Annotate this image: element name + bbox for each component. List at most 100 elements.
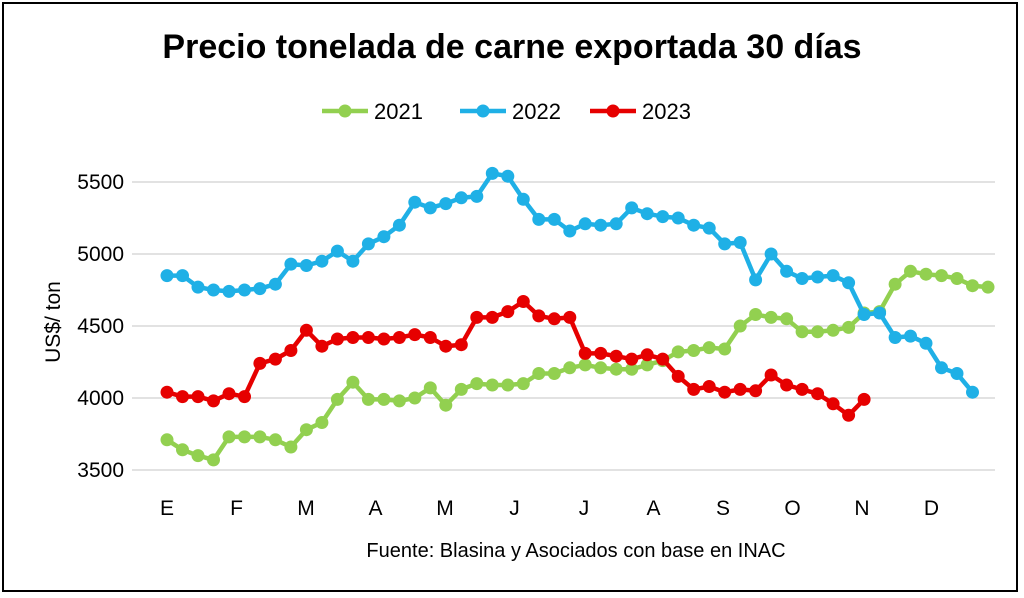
data-point <box>238 283 251 297</box>
data-point <box>842 408 856 422</box>
data-point <box>160 433 174 447</box>
data-point <box>594 218 608 232</box>
x-tick-label: A <box>368 497 382 520</box>
data-point <box>160 269 174 283</box>
data-point <box>671 369 685 383</box>
data-point <box>392 394 406 408</box>
x-tick-label: E <box>160 497 174 520</box>
x-tick-label: M <box>436 497 454 520</box>
data-point <box>392 218 406 232</box>
data-point <box>749 384 763 398</box>
data-point <box>826 323 840 337</box>
data-point <box>377 392 391 406</box>
source-note: Fuente: Blasina y Asociados con base en … <box>366 540 785 562</box>
series-line <box>165 269 989 463</box>
series-2023 <box>160 295 871 422</box>
x-tick-label: J <box>579 497 590 520</box>
data-point <box>408 195 422 209</box>
data-point <box>207 453 220 467</box>
data-point <box>470 310 484 324</box>
data-point <box>935 269 948 283</box>
data-point <box>268 277 282 291</box>
data-point <box>547 312 561 326</box>
data-point <box>392 331 406 344</box>
y-tick-label: 4500 <box>77 315 124 338</box>
data-point <box>718 342 732 356</box>
data-point <box>857 392 871 406</box>
data-point <box>238 390 251 404</box>
data-point <box>191 390 205 404</box>
data-point <box>904 329 917 343</box>
data-point <box>919 336 933 350</box>
data-point <box>857 308 871 321</box>
data-point <box>795 325 809 339</box>
legend-item-2021: 2021 <box>322 99 423 124</box>
data-point <box>532 367 546 380</box>
data-point <box>361 237 375 251</box>
chart-title: Precio tonelada de carne exportada 30 dí… <box>162 28 861 66</box>
data-point <box>826 269 840 283</box>
data-point <box>454 382 468 396</box>
legend-label: 2022 <box>512 99 561 124</box>
data-point <box>423 331 437 344</box>
data-point <box>609 217 623 231</box>
data-point <box>640 348 654 362</box>
x-tick-label: N <box>854 497 869 520</box>
data-point <box>253 430 267 444</box>
y-tick-label: 5500 <box>77 171 124 194</box>
data-point <box>315 254 329 268</box>
x-tick-label: M <box>297 497 315 520</box>
data-point <box>718 237 732 251</box>
data-point <box>439 197 453 211</box>
data-point <box>749 308 763 321</box>
data-point <box>966 279 979 293</box>
data-point <box>284 440 298 454</box>
data-point <box>207 283 220 297</box>
data-point <box>966 385 979 399</box>
x-tick-label: O <box>784 497 800 520</box>
x-tick-label: S <box>716 497 730 520</box>
legend-marker <box>476 104 490 118</box>
data-point <box>501 169 515 183</box>
data-point <box>811 387 825 401</box>
data-point <box>578 217 592 231</box>
series-lines <box>160 166 995 467</box>
data-point <box>733 236 747 249</box>
data-point <box>609 349 623 363</box>
data-point <box>749 273 763 287</box>
data-point <box>625 362 639 376</box>
data-point <box>764 368 778 382</box>
data-point <box>563 224 577 238</box>
legend-item-2023: 2023 <box>590 99 691 124</box>
data-point <box>330 244 344 258</box>
data-point <box>516 192 530 206</box>
data-point <box>346 254 360 268</box>
data-point <box>361 331 375 344</box>
data-point <box>640 207 654 221</box>
data-point <box>454 191 468 205</box>
data-point <box>222 284 236 298</box>
data-point <box>299 423 313 437</box>
data-point <box>780 264 794 278</box>
data-point <box>160 385 174 399</box>
y-axis-title: US$/ ton <box>42 281 65 363</box>
data-point <box>423 201 437 215</box>
y-tick-label: 3500 <box>77 459 124 482</box>
data-point <box>919 267 933 281</box>
data-point <box>454 338 468 352</box>
data-point <box>733 382 747 396</box>
data-point <box>764 310 778 324</box>
y-tick-label: 5000 <box>77 243 124 266</box>
data-point <box>377 332 391 346</box>
data-point <box>547 212 561 226</box>
data-point <box>176 443 189 457</box>
data-point <box>532 212 546 226</box>
data-point <box>687 382 701 396</box>
data-point <box>671 345 685 359</box>
data-point <box>950 272 964 285</box>
data-point <box>408 391 422 405</box>
data-point <box>656 210 670 224</box>
data-point <box>733 319 747 333</box>
data-point <box>516 295 530 308</box>
